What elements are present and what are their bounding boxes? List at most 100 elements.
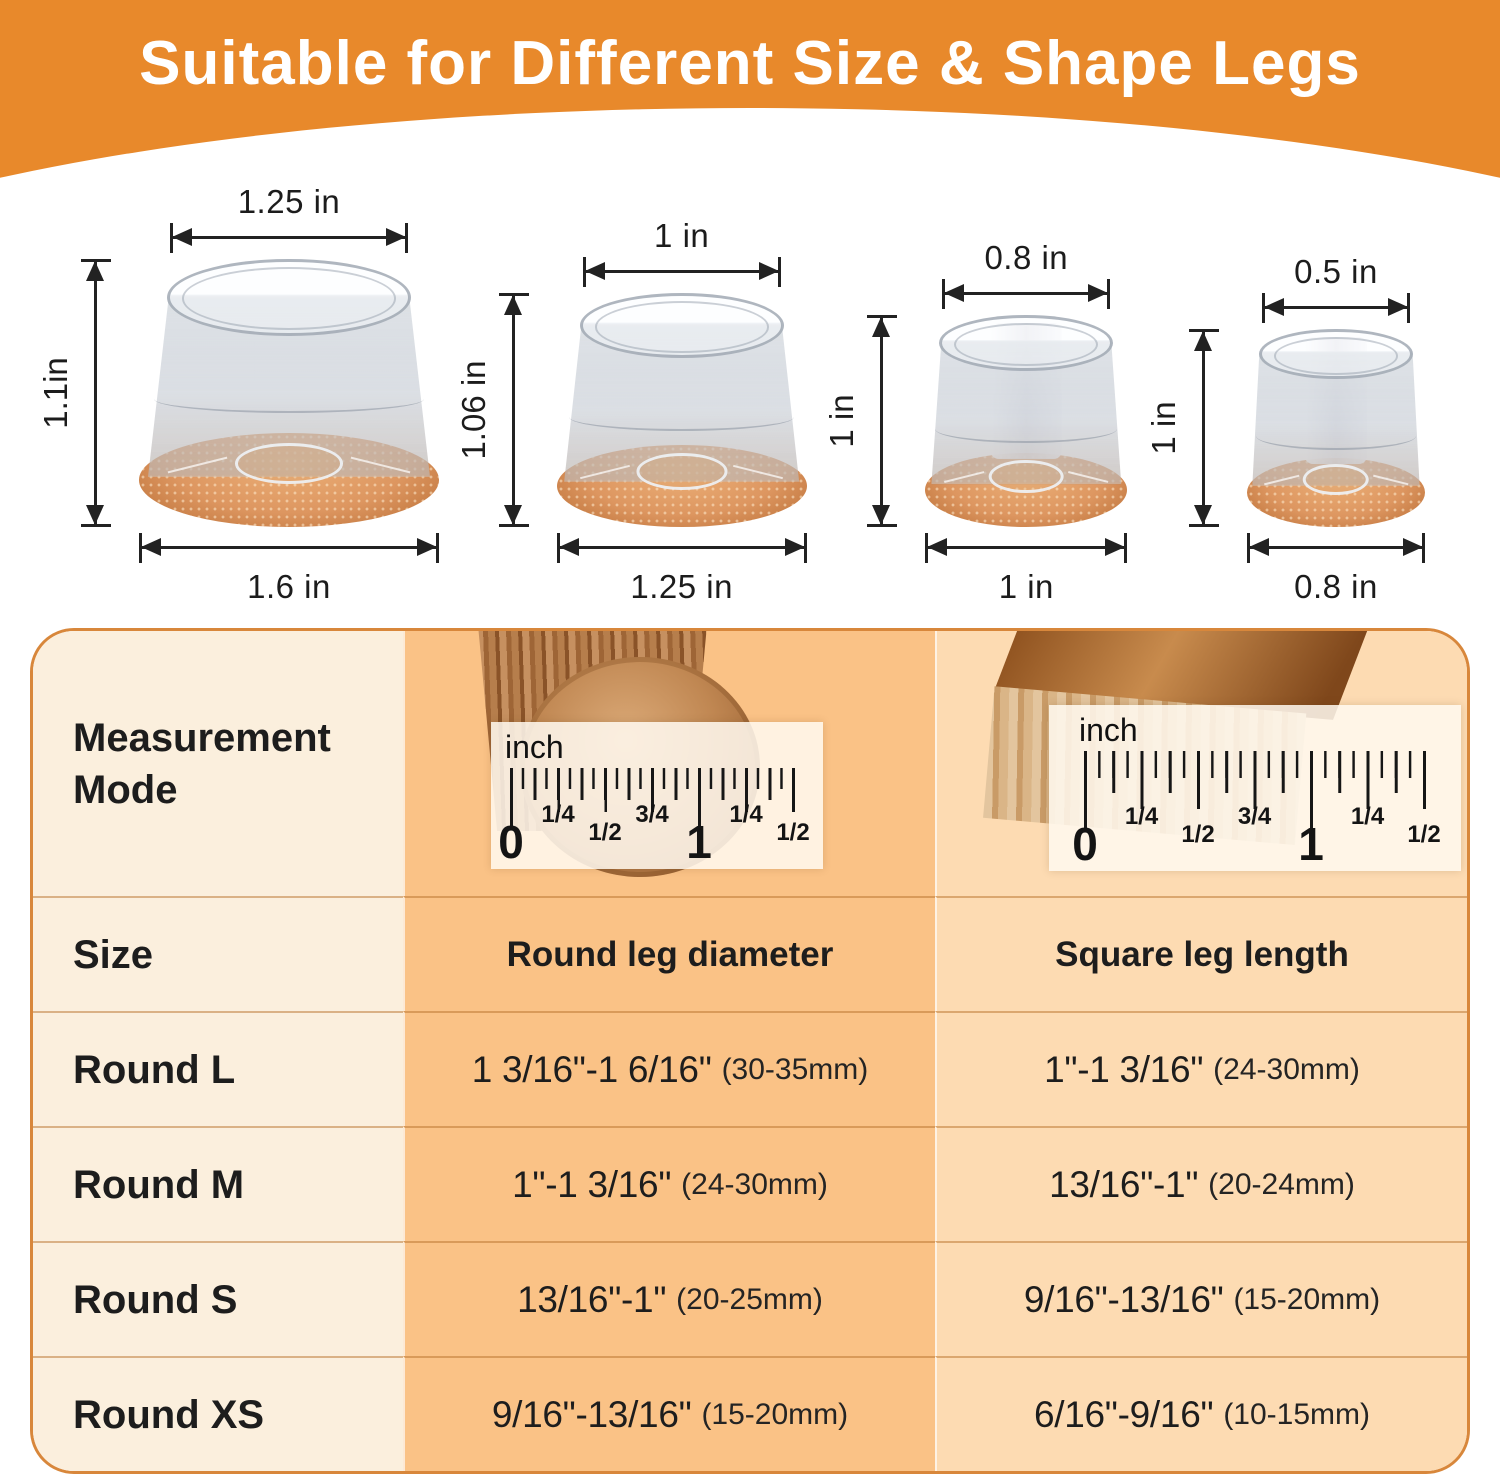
square-range: 6/16"-9/16" <box>1033 1393 1214 1435</box>
ruler-mark: 1 <box>686 816 712 868</box>
size-name: Round S <box>73 1277 238 1322</box>
round-range: 13/16"-1" <box>517 1278 667 1320</box>
round-diameter-header: Round leg diameter <box>506 934 834 974</box>
top-width-dimension: 1 in <box>582 217 781 287</box>
ruler-unit-label: inch <box>505 729 564 765</box>
glass-cap-graphic <box>139 259 439 527</box>
measurement-mode-cell: Measurement Mode <box>33 631 403 896</box>
square-value-cell: 13/16"-1" (20-24mm) <box>935 1126 1467 1241</box>
round-range: 1 3/16"-1 6/16" <box>471 1048 712 1090</box>
square-leg-measure-cell: inch 0 1/4 1/2 3/4 1 1/4 1/2 <box>935 631 1467 896</box>
row-label-cell: Round M <box>33 1126 403 1241</box>
square-mm: (15-20mm) <box>1233 1282 1381 1316</box>
glass-inner-rim <box>1273 337 1398 375</box>
top-width-dimension: 0.8 in <box>942 239 1111 309</box>
bottom-width-label: 0.8 in <box>1294 568 1378 605</box>
round-mm: (20-25mm) <box>676 1282 823 1316</box>
ruler-mark: 1/4 <box>541 801 575 828</box>
page-title: Suitable for Different Size & Shape Legs <box>139 29 1361 98</box>
square-length-header-cell: Square leg length <box>935 896 1467 1011</box>
glass-ridge-line <box>935 415 1118 443</box>
round-range: 1"-1 3/16" <box>512 1163 672 1205</box>
cap-figure-1: 1.25 in 1.1in 1.6 in <box>37 177 443 612</box>
ruler-round: inch 0 1/4 1/2 3/4 1 1/4 1/2 <box>491 722 823 869</box>
glass-ridge-line <box>569 403 795 431</box>
square-length-header: Square leg length <box>1055 934 1349 974</box>
cap-art-wrap: 1.1in <box>37 259 439 527</box>
top-width-label: 0.5 in <box>1294 253 1378 290</box>
square-range: 1"-1 3/16" <box>1044 1048 1204 1090</box>
size-header-cell: Size <box>33 896 403 1011</box>
round-value-cell: 13/16"-1" (20-25mm) <box>403 1241 935 1356</box>
square-mm: (24-30mm) <box>1213 1052 1360 1086</box>
cap-art-wrap: 1 in <box>1145 329 1425 527</box>
row-label-cell: Round XS <box>33 1356 403 1471</box>
glass-inner-rim <box>182 267 396 330</box>
bottom-width-label: 1 in <box>998 568 1054 605</box>
round-diameter-header-cell: Round leg diameter <box>403 896 935 1011</box>
cap-figure-3: 0.8 in 1 in <box>823 233 1132 612</box>
square-value-cell: 6/16"-9/16" (10-15mm) <box>935 1356 1467 1471</box>
ruler-mark: 0 <box>1072 818 1098 870</box>
cap-figure-2: 1 in 1.06 in 1.25 in <box>455 211 811 612</box>
bottom-width-label: 1.6 in <box>247 568 331 605</box>
bottom-width-dimension: 0.8 in <box>1246 533 1425 606</box>
glass-cap-graphic <box>925 315 1128 527</box>
ruler-mark: 1/2 <box>1181 821 1215 848</box>
ruler-mark: 1/4 <box>729 801 763 828</box>
ruler-mark: 3/4 <box>1237 803 1272 830</box>
size-table: Measurement Mode inch 0 1/4 1/2 3/4 1 1/… <box>30 628 1470 1474</box>
height-label: 1.06 in <box>454 360 492 460</box>
dimension-arrow <box>582 257 781 287</box>
size-name: Round L <box>73 1047 236 1092</box>
measurement-mode-label: Measurement Mode <box>73 715 331 812</box>
top-width-label: 1.25 in <box>237 183 341 220</box>
round-mm: (30-35mm) <box>721 1052 869 1086</box>
ruler-ticks <box>509 768 803 829</box>
row-label-cell: Round L <box>33 1011 403 1126</box>
size-name: Round M <box>73 1162 245 1207</box>
round-value-cell: 9/16"-13/16" (15-20mm) <box>403 1356 935 1471</box>
ruler-mark: 1/4 <box>1124 803 1159 830</box>
square-range: 13/16"-1" <box>1049 1163 1199 1205</box>
square-mm: (10-15mm) <box>1223 1397 1371 1431</box>
square-value-cell: 9/16"-13/16" (15-20mm) <box>935 1241 1467 1356</box>
size-header-label: Size <box>73 932 154 977</box>
bottom-width-dimension: 1.6 in <box>139 533 439 606</box>
ruler-unit-label: inch <box>1079 712 1138 748</box>
glass-inner-rim <box>954 323 1099 367</box>
caps-row: 1.25 in 1.1in 1.6 in <box>0 183 1500 618</box>
glass-ridge-line <box>1255 422 1417 451</box>
ruler-mark: 1/2 <box>1407 821 1441 848</box>
square-mm: (20-24mm) <box>1208 1167 1355 1201</box>
ruler-ticks <box>1083 751 1437 831</box>
round-range: 9/16"-13/16" <box>491 1393 692 1435</box>
ruler-mark: 3/4 <box>635 801 669 828</box>
dimension-arrow <box>170 223 408 253</box>
bottom-width-label: 1.25 in <box>630 568 733 605</box>
square-range: 9/16"-13/16" <box>1023 1278 1224 1320</box>
glass-cap-graphic <box>1246 329 1425 527</box>
bottom-width-dimension: 1.25 in <box>556 533 807 606</box>
height-dimension-arrow: 1.06 in <box>455 293 529 527</box>
bottom-width-dimension: 1 in <box>925 533 1128 606</box>
round-value-cell: 1 3/16"-1 6/16" (30-35mm) <box>403 1011 935 1126</box>
ruler-mark: 1/2 <box>776 819 810 846</box>
cap-art-wrap: 1 in <box>823 315 1128 527</box>
height-label: 1.1in <box>37 357 74 429</box>
header-curve <box>0 108 1500 188</box>
height-dimension-arrow: 1 in <box>823 315 898 527</box>
ruler-mark: 1/4 <box>1350 803 1385 830</box>
glass-bottom-hub <box>235 443 343 485</box>
ruler-mark: 0 <box>498 816 524 868</box>
glass-inner-rim <box>594 301 769 353</box>
glass-cap-graphic <box>556 293 807 527</box>
height-label: 1 in <box>823 394 861 448</box>
top-width-dimension: 0.5 in <box>1261 253 1410 323</box>
header-banner: Suitable for Different Size & Shape Legs <box>0 0 1500 188</box>
glass-bottom-hub <box>988 459 1064 494</box>
size-name: Round XS <box>73 1392 265 1437</box>
top-width-label: 0.8 in <box>984 239 1069 276</box>
top-width-dimension: 1.25 in <box>170 183 408 253</box>
